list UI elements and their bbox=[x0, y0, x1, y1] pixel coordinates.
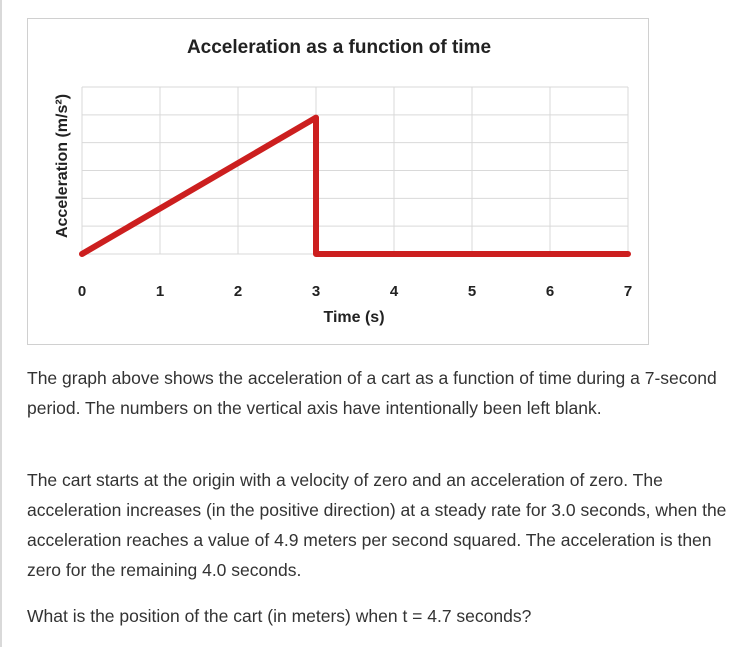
x-tick-label: 5 bbox=[468, 283, 476, 300]
x-tick-label: 1 bbox=[156, 283, 164, 300]
y-axis-label: Acceleration (m/s²) bbox=[54, 94, 71, 238]
acceleration-chart: 0 1 2 3 4 5 6 7 Acceleration as a function of t… bbox=[27, 18, 649, 345]
x-tick-label: 2 bbox=[234, 283, 242, 300]
problem-description-paragraph: The graph above shows the acceleration o… bbox=[27, 368, 717, 418]
x-tick-label: 6 bbox=[546, 283, 554, 300]
problem-conditions-paragraph: The cart starts at the origin with a vel… bbox=[27, 470, 727, 580]
x-tick-label: 4 bbox=[390, 283, 399, 300]
chart-x-ticks: 0 1 2 3 4 5 6 7 bbox=[78, 283, 632, 300]
x-axis-label: Time (s) bbox=[323, 309, 384, 326]
question-text: What is the position of the cart (in met… bbox=[27, 606, 532, 626]
x-tick-label: 0 bbox=[78, 283, 86, 300]
chart-canvas: 0 1 2 3 4 5 6 7 Acceleration as a function of t… bbox=[54, 37, 632, 326]
acceleration-series-line bbox=[79, 114, 631, 257]
x-tick-label: 3 bbox=[312, 283, 320, 300]
left-border-rule bbox=[0, 0, 2, 647]
x-tick-label: 7 bbox=[624, 283, 632, 300]
chart-series bbox=[79, 114, 631, 257]
chart-title: Acceleration as a function of time bbox=[187, 37, 491, 58]
chart-gridlines bbox=[81, 86, 629, 255]
